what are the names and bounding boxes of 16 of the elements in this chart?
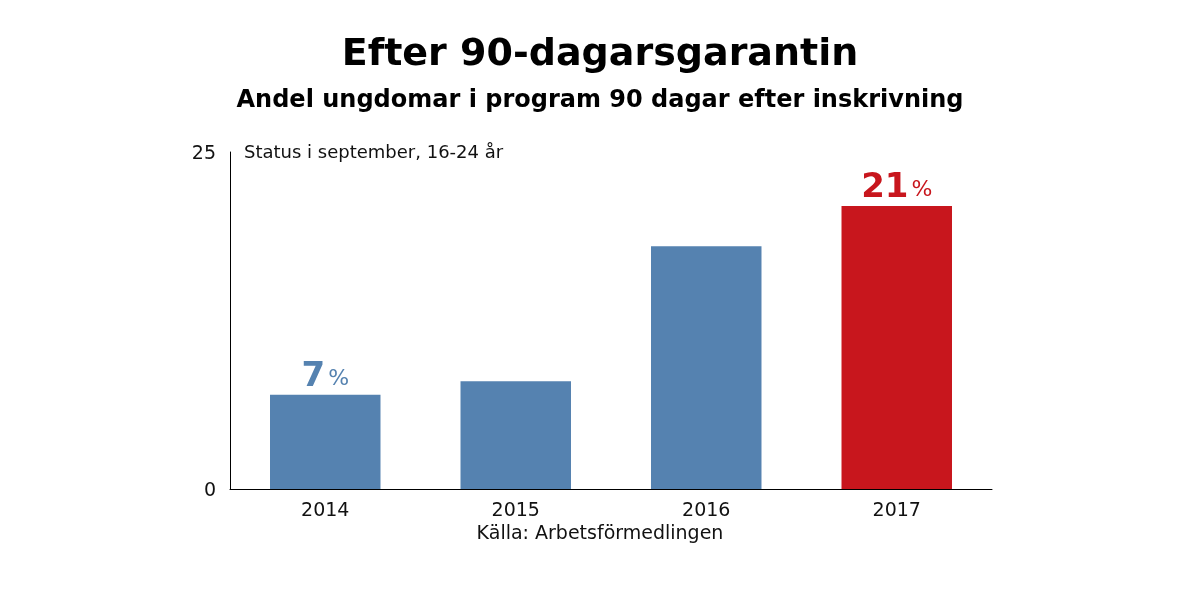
y-tick-label: 25 — [191, 141, 216, 163]
bar — [841, 205, 952, 489]
x-tick-label: 2016 — [682, 497, 731, 520]
x-tick-label: 2017 — [872, 497, 921, 520]
y-tick-label: 0 — [203, 478, 216, 500]
bar — [270, 394, 381, 489]
data-label: 21% — [861, 164, 933, 205]
text: Källa: Arbetsförmedlingen — [476, 520, 724, 543]
x-tick-label: 2015 — [491, 497, 540, 520]
bar — [460, 381, 571, 489]
bar — [651, 246, 762, 489]
annotation: Status i september, 16-24 år — [244, 140, 504, 162]
chart-subtitle: Andel ungdomar i program 90 dagar efter inskrivning — [236, 85, 964, 113]
data-label: 7% — [301, 353, 350, 394]
chart-title: Efter 90-dagarsgarantin — [341, 30, 859, 74]
x-tick-label: 2014 — [301, 497, 350, 520]
